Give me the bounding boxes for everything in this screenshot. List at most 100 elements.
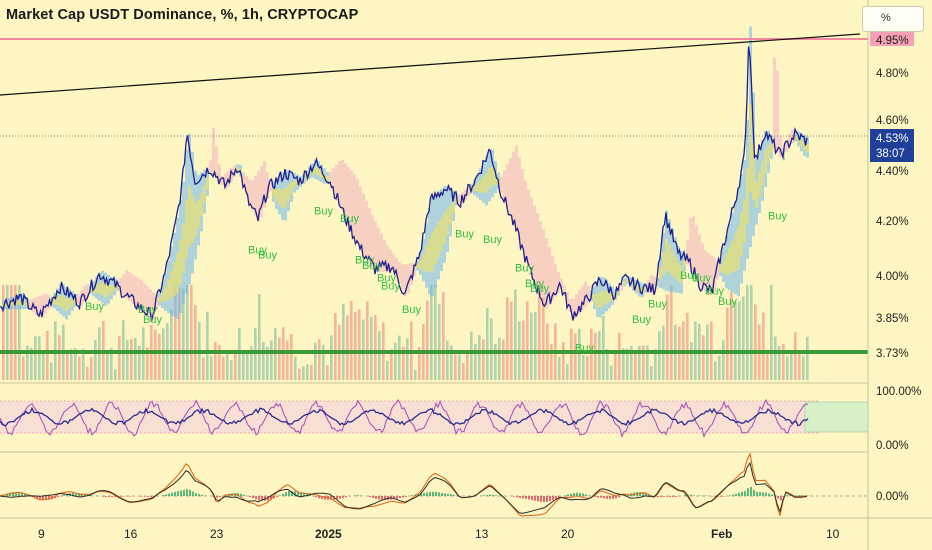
histogram-bar <box>39 496 41 500</box>
ribbon-segment <box>521 168 524 249</box>
volume-bar <box>426 300 429 380</box>
resistance-axis-tag <box>870 32 914 46</box>
volume-bar <box>182 288 185 380</box>
volume-bar <box>286 340 289 380</box>
histogram-bar <box>174 491 176 496</box>
volume-bar <box>526 301 529 380</box>
histogram-bar <box>243 494 245 496</box>
volume-bar <box>790 353 793 380</box>
ribbon-segment <box>524 180 527 258</box>
histogram-bar <box>270 496 272 500</box>
histogram-bar <box>702 495 704 496</box>
ribbon-inner <box>434 226 437 265</box>
ribbon-segment <box>215 146 218 178</box>
histogram-bar <box>291 491 293 496</box>
volume-bar <box>30 347 33 380</box>
histogram-bar <box>105 496 107 497</box>
volume-bar <box>194 304 197 380</box>
ribbon-inner <box>62 295 65 309</box>
volume-bar <box>434 285 437 380</box>
histogram-bar <box>219 496 221 498</box>
histogram-bar <box>645 492 647 496</box>
ribbon-inner <box>608 292 611 303</box>
ribbon-segment <box>29 299 32 310</box>
volume-bar <box>730 291 733 380</box>
unit-toggle-button[interactable]: % <box>862 6 924 32</box>
histogram-bar <box>282 493 284 496</box>
histogram-bar <box>657 496 659 498</box>
buy-signal-label: Buy <box>705 286 724 298</box>
ribbon-segment <box>560 278 563 289</box>
ribbon-segment <box>254 175 257 217</box>
volume-bar <box>190 285 193 380</box>
volume-bar <box>726 307 729 380</box>
histogram-bar <box>369 496 371 498</box>
volume-bar <box>734 301 737 380</box>
ribbon-inner <box>422 253 425 271</box>
y-tick-label: 4.20% <box>876 216 909 228</box>
volume-bar <box>414 369 417 380</box>
histogram-bar <box>195 493 197 496</box>
volume-bar <box>766 349 769 380</box>
y-tick-label: 3.85% <box>876 313 909 325</box>
volume-bar <box>714 361 717 380</box>
ribbon-segment <box>338 161 341 205</box>
volume-bar <box>494 343 497 380</box>
histogram-bar <box>9 492 11 496</box>
histogram-bar <box>192 491 194 496</box>
ribbon-inner <box>419 259 422 269</box>
histogram-bar <box>525 496 527 499</box>
volume-bar <box>602 315 605 380</box>
ribbon-inner <box>488 167 491 189</box>
volume-bar <box>598 331 601 380</box>
volume-bar <box>462 363 465 380</box>
ribbon-inner <box>272 188 275 197</box>
ribbon-inner <box>23 300 26 306</box>
ribbon-segment <box>41 294 44 318</box>
histogram-bar <box>780 496 782 501</box>
ribbon-segment <box>707 252 710 293</box>
histogram-bar <box>75 492 77 496</box>
ribbon-segment <box>788 133 791 148</box>
histogram-bar <box>33 496 35 497</box>
x-tick-label: 13 <box>475 527 489 541</box>
volume-bar <box>46 330 49 380</box>
histogram-bar <box>180 490 182 496</box>
ribbon-inner <box>431 231 434 272</box>
histogram-bar <box>315 496 317 498</box>
ribbon-inner <box>800 139 803 147</box>
histogram-bar <box>441 492 443 496</box>
histogram-bar <box>549 496 551 502</box>
ribbon-segment <box>401 264 404 290</box>
ribbon-inner <box>740 212 743 257</box>
ribbon-inner <box>671 250 674 277</box>
resistance-axis-tag-text: 4.95% <box>876 35 909 47</box>
histogram-bar <box>423 493 425 496</box>
buy-signal-label: Buy <box>377 273 396 285</box>
ribbon-inner <box>758 171 761 198</box>
histogram-bar <box>342 496 344 498</box>
y-tick-label: 4.40% <box>876 166 909 178</box>
volume-bar <box>514 289 517 380</box>
ribbon-segment <box>119 278 122 293</box>
volume-bar <box>406 338 409 380</box>
ribbon-inner <box>182 224 185 274</box>
last-price-text: 4.53% <box>876 133 909 145</box>
ribbon-segment <box>572 298 575 320</box>
ribbon-inner <box>161 291 164 302</box>
volume-bar <box>230 360 233 380</box>
ribbon-segment <box>245 175 248 195</box>
ribbon-inner <box>59 294 62 307</box>
histogram-bar <box>594 496 596 497</box>
histogram-bar <box>612 496 614 499</box>
ribbon-inner <box>206 177 209 189</box>
ribbon-inner <box>110 284 113 294</box>
histogram-bar <box>144 496 146 497</box>
volume-bar <box>2 285 5 380</box>
volume-bar <box>254 328 257 380</box>
volume-bar <box>42 353 45 380</box>
volume-bar <box>290 333 293 380</box>
ribbon-inner <box>635 284 638 291</box>
buy-signal-label: Buy <box>362 260 381 272</box>
